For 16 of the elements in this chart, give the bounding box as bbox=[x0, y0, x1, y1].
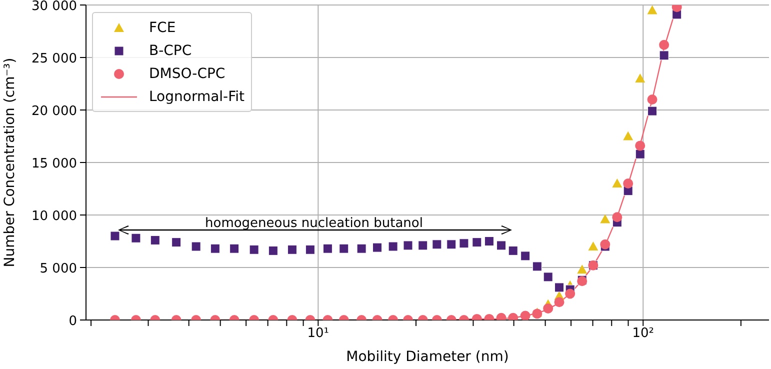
x-tick-label: 10² bbox=[632, 326, 654, 342]
annotation: homogeneous nucleation butanol bbox=[205, 216, 423, 231]
y-tick-label: 0 bbox=[68, 314, 77, 329]
y-tick-label: 10 000 bbox=[32, 209, 77, 224]
legend-label: FCE bbox=[149, 20, 176, 36]
y-tick-label: 20 000 bbox=[32, 104, 77, 119]
legend-label: Lognormal-Fit bbox=[149, 88, 245, 104]
legend-label: B-CPC bbox=[149, 42, 192, 58]
x-axis-title: Mobility Diameter (nm) bbox=[346, 349, 509, 365]
legend-label: DMSO-CPC bbox=[149, 66, 226, 82]
y-tick-label: 30 000 bbox=[32, 0, 77, 14]
y-tick-label: 25 000 bbox=[32, 52, 77, 66]
y-tick-label: 15 000 bbox=[32, 156, 77, 172]
y-tick-label: 5 000 bbox=[40, 262, 77, 276]
x-tick-label: 10¹ bbox=[307, 326, 330, 342]
y-axis-title: Number Concentration (cm⁻³) bbox=[2, 58, 18, 268]
